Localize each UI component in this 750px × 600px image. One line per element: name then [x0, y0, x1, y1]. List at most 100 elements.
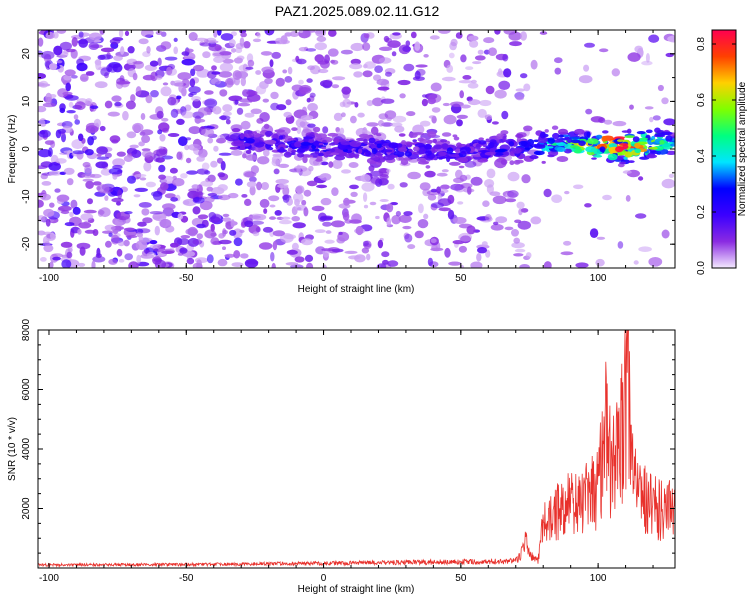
heatmap-cell: [38, 129, 51, 138]
heatmap-cell: [104, 224, 116, 231]
heatmap-cell: [518, 208, 523, 216]
heatmap-cell: [403, 211, 413, 216]
heatmap-cell: [112, 158, 125, 167]
heatmap-cell: [93, 118, 101, 128]
colorbar-tick-label: 0.0: [696, 261, 707, 275]
heatmap-cell: [320, 197, 332, 206]
heatmap-cell: [450, 101, 464, 107]
heatmap-cell: [57, 128, 66, 134]
heatmap-cell: [38, 105, 47, 113]
heatmap-cell: [169, 167, 178, 174]
heatmap-cell: [270, 251, 275, 262]
heatmap-cell: [436, 186, 441, 194]
heatmap-cell: [398, 133, 406, 137]
heatmap-cell: [124, 253, 133, 261]
snr-y-label: SNR (10 * v/v): [7, 417, 18, 481]
heatmap-ridge-cell: [340, 141, 352, 146]
heatmap-cell: [280, 233, 294, 243]
heatmap-cell: [50, 140, 56, 149]
heatmap-ridge-cell: [670, 143, 675, 147]
heatmap-cell: [181, 111, 194, 119]
heatmap-cell: [530, 59, 538, 70]
heatmap-cell: [307, 123, 316, 128]
heatmap-cell: [292, 192, 304, 203]
heatmap-cell: [243, 41, 251, 49]
heatmap-cell: [211, 71, 221, 75]
heatmap-cell: [150, 90, 159, 98]
heatmap-ridge-cell: [593, 154, 603, 158]
heatmap-ridge-cell: [634, 142, 641, 149]
heatmap-cell: [242, 63, 248, 72]
heatmap-cell: [343, 197, 350, 206]
heatmap-cell: [217, 30, 222, 36]
heatmap-cell: [470, 79, 477, 84]
snr-x-tick-label: 100: [590, 573, 607, 584]
heatmap-ridge-cell: [533, 144, 546, 149]
heatmap-ridge-cell: [449, 154, 460, 158]
heatmap-cell: [72, 150, 85, 155]
heatmap-ridge-cell: [648, 146, 658, 150]
heatmap-cell: [260, 51, 273, 56]
heatmap-cell: [192, 99, 202, 109]
heatmap-cell: [272, 153, 285, 157]
heatmap-ridge-cell: [354, 155, 359, 159]
heatmap-cell: [82, 161, 91, 168]
heatmap-ridge-cell: [564, 143, 574, 149]
heatmap-cell: [225, 119, 231, 125]
heatmap-cell: [457, 201, 464, 205]
heatmap-cell: [196, 223, 206, 229]
heatmap-ridge-cell: [607, 153, 618, 161]
heatmap-cell: [554, 67, 562, 75]
heatmap-cell: [262, 226, 274, 233]
heatmap-ridge-cell: [329, 152, 340, 156]
heatmap-cell: [74, 119, 80, 125]
heatmap-cell: [349, 184, 359, 190]
heatmap-cell: [132, 122, 144, 133]
heatmap-ridge-cell: [425, 149, 432, 156]
snr-x-label: Height of straight line (km): [298, 584, 415, 595]
heatmap-cell: [60, 241, 73, 248]
heatmap-cell: [38, 165, 48, 169]
heatmap-cell: [350, 42, 365, 52]
heatmap-ridge-cell: [637, 141, 648, 145]
heatmap-cell: [362, 42, 371, 51]
colorbar-tick-label: 0.6: [696, 93, 707, 107]
heatmap-cell: [444, 247, 451, 258]
heatmap-cell: [467, 35, 479, 41]
heatmap-cell: [196, 156, 205, 162]
heatmap-cell: [399, 182, 408, 188]
heatmap-cell: [385, 71, 392, 77]
heatmap-cell: [119, 75, 125, 83]
heatmap-cell: [218, 194, 231, 201]
heatmap-cell: [90, 105, 99, 109]
heatmap-ridge-cell: [287, 138, 296, 141]
heatmap-cell: [554, 57, 563, 64]
heatmap-cell: [520, 208, 529, 213]
heatmap-cell: [269, 216, 276, 220]
heatmap-cell: [85, 125, 99, 134]
heatmap-cell: [402, 225, 412, 230]
heatmap-cell: [295, 185, 305, 194]
heatmap-cell: [578, 75, 593, 84]
heatmap-cell: [625, 195, 631, 202]
heatmap-cell: [271, 158, 281, 167]
heatmap-ridge-cell: [477, 158, 489, 163]
heatmap-cell: [376, 78, 390, 86]
heatmap-ridge-cell: [311, 148, 320, 152]
heatmap-cell: [259, 112, 270, 122]
heatmap-cell: [355, 225, 364, 236]
heatmap-cell: [377, 239, 384, 249]
heatmap-ridge-cell: [502, 135, 507, 142]
heatmap-cell: [456, 119, 463, 127]
heatmap-ridge-cell: [432, 138, 437, 144]
heatmap-cell: [560, 251, 574, 256]
heatmap-cell: [231, 262, 244, 267]
heatmap-cell: [239, 37, 245, 47]
heatmap-cell: [303, 207, 309, 217]
heatmap-cell: [291, 242, 299, 251]
heatmap-cell: [638, 246, 652, 252]
heatmap-cell: [263, 208, 268, 214]
heatmap-ridge-cell: [365, 151, 372, 157]
heatmap-cell: [177, 213, 184, 220]
